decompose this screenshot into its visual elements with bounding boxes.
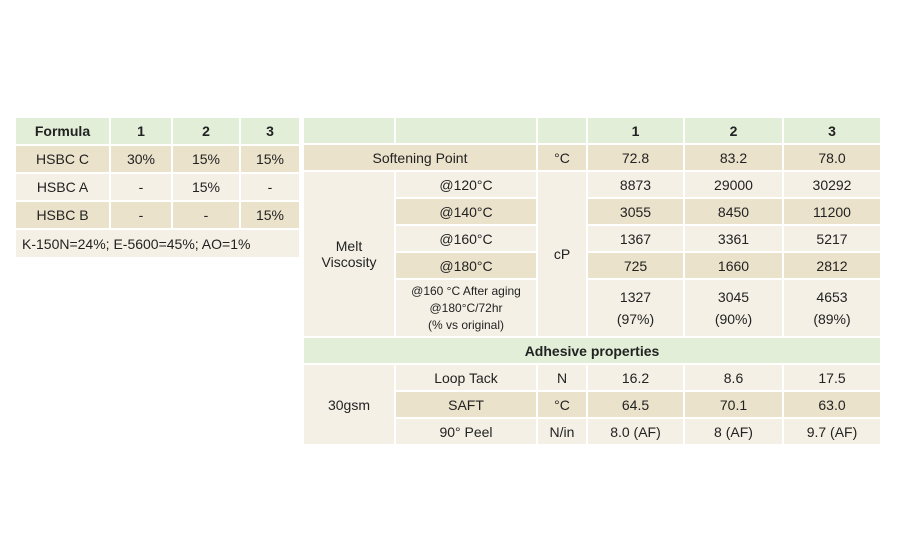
properties-header-blank [538, 118, 586, 143]
softening-point-label: Softening Point [372, 149, 468, 166]
formula-cell: - [138, 179, 144, 195]
formula-note: K-150N=24%; E-5600=45%; AO=1% [22, 235, 251, 252]
formula-cell: - [138, 207, 144, 223]
value-cell: 78.0 [818, 149, 846, 166]
value-cell: 4653 (89%) [784, 280, 880, 336]
value-cell: 29000 [685, 172, 782, 197]
value-cell: 1660 [717, 257, 750, 274]
table-row: 30gsm Loop Tack N 16.2 8.6 17.5 [304, 365, 880, 444]
melt-viscosity-label-line1: Melt [335, 238, 363, 254]
aging-value: 4653 [816, 289, 848, 305]
table-row: HSBC C 30% 15% 15% [16, 146, 299, 172]
properties-header-3: 3 [784, 118, 880, 143]
value-cell: 64.5 [621, 396, 650, 413]
value-cell: 70.1 [719, 396, 748, 413]
formula-cell: 15% [191, 179, 221, 195]
table-row: SAFT °C 64.5 70.1 63.0 [304, 392, 880, 417]
formula-header-1: 1 [111, 118, 171, 144]
value-cell: 72.8 [621, 149, 650, 166]
table-row: HSBC A - 15% - [16, 174, 299, 200]
formula-cell: - [267, 179, 273, 195]
properties-table: 1 2 3 Softening Point °C 72.8 83.2 78.0 … [302, 116, 882, 446]
formula-cell: 15% [255, 207, 285, 223]
aging-percent: (90%) [714, 311, 753, 327]
value-cell: 8.0 (AF) [610, 423, 661, 440]
melt-viscosity-label-line2: Viscosity [321, 254, 377, 270]
table-row: HSBC B - - 15% [16, 202, 299, 228]
temperature-label: @140°C [439, 203, 493, 220]
value-cell: 8.6 [685, 365, 782, 390]
value-cell: 11200 [813, 203, 851, 220]
formula-header-3: 3 [241, 118, 299, 144]
table-row: 90° Peel N/in 8.0 (AF) 8 (AF) 9.7 (AF) [304, 419, 880, 444]
value-cell: 725 [623, 257, 648, 274]
value-cell: 9.7 (AF) [806, 423, 858, 440]
table-row: @160 °C After aging @180°C/72hr (% vs or… [304, 280, 880, 336]
formula-row-label: HSBC B [36, 207, 89, 223]
value-cell: 1327 (97%) [588, 280, 683, 336]
adhesive-properties-header: Adhesive properties [304, 338, 880, 363]
unit-cell: N/in [549, 423, 575, 440]
aging-label: @160 °C After aging @180°C/72hr (% vs or… [396, 280, 536, 336]
value-cell: 3055 [619, 203, 652, 220]
value-cell: 17.5 [784, 365, 880, 390]
formula-cell: 15% [255, 151, 285, 167]
unit-cell: cP [538, 172, 586, 336]
table-row: @160°C 1367 3361 5217 [304, 226, 880, 251]
aging-label-line1: @160 °C After aging [411, 283, 521, 298]
table-row: Melt Viscosity @120°C cP 8873 29000 3029… [304, 172, 880, 336]
aging-value: 3045 [717, 289, 750, 305]
formula-header-row: Formula 1 2 3 [16, 118, 299, 144]
table-row: Softening Point °C 72.8 83.2 78.0 [304, 145, 880, 170]
table-row: @180°C 725 1660 2812 [304, 253, 880, 278]
value-cell: 3361 [717, 230, 750, 247]
properties-header-row: 1 2 3 [304, 118, 880, 143]
aging-value: 1327 [619, 289, 652, 305]
aging-label-line3: (% vs original) [427, 317, 505, 332]
adhesive-row-label: SAFT [448, 396, 484, 413]
value-cell: 1367 [619, 230, 652, 247]
adhesive-header-row: Adhesive properties [304, 338, 880, 363]
properties-header-blank [304, 118, 394, 143]
aging-percent: (89%) [813, 311, 851, 327]
unit-cell: N [538, 365, 586, 390]
formula-header-label: Formula [16, 118, 109, 144]
value-cell: 5217 [816, 230, 848, 247]
value-cell: 8 (AF) [714, 423, 753, 440]
formula-cell: 15% [191, 151, 221, 167]
formula-table: Formula 1 2 3 HSBC C 30% 15% 15% HSBC A … [14, 116, 301, 259]
aging-label-line2: @180°C/72hr [429, 300, 503, 315]
value-cell: 8873 [588, 172, 683, 197]
value-cell: 16.2 [588, 365, 683, 390]
melt-viscosity-label: Melt Viscosity [304, 172, 394, 336]
value-cell: 3045 (90%) [685, 280, 782, 336]
value-cell: 2812 [816, 257, 848, 274]
temperature-label: @180°C [439, 257, 493, 274]
properties-header-blank [396, 118, 536, 143]
table-row: @140°C 3055 8450 11200 [304, 199, 880, 224]
value-cell: 30292 [784, 172, 880, 197]
table-row: K-150N=24%; E-5600=45%; AO=1% [16, 230, 299, 257]
unit-cell: °C [554, 396, 570, 413]
temperature-label: @160°C [439, 230, 493, 247]
unit-cell: °C [554, 149, 570, 166]
adhesive-row-label: 90° Peel [439, 423, 493, 440]
value-cell: 83.2 [719, 149, 748, 166]
adhesive-group-label: 30gsm [304, 365, 394, 444]
formula-row-label: HSBC A [36, 179, 89, 195]
value-cell: 63.0 [818, 396, 846, 413]
aging-percent: (97%) [616, 311, 655, 327]
temperature-label: @120°C [396, 172, 536, 197]
properties-header-2: 2 [685, 118, 782, 143]
adhesive-row-label: Loop Tack [396, 365, 536, 390]
formula-cell: - [203, 207, 209, 223]
formula-cell: 30% [126, 151, 156, 167]
formula-row-label: HSBC C [36, 151, 89, 167]
properties-header-1: 1 [588, 118, 683, 143]
value-cell: 8450 [717, 203, 750, 220]
formula-header-2: 2 [173, 118, 239, 144]
